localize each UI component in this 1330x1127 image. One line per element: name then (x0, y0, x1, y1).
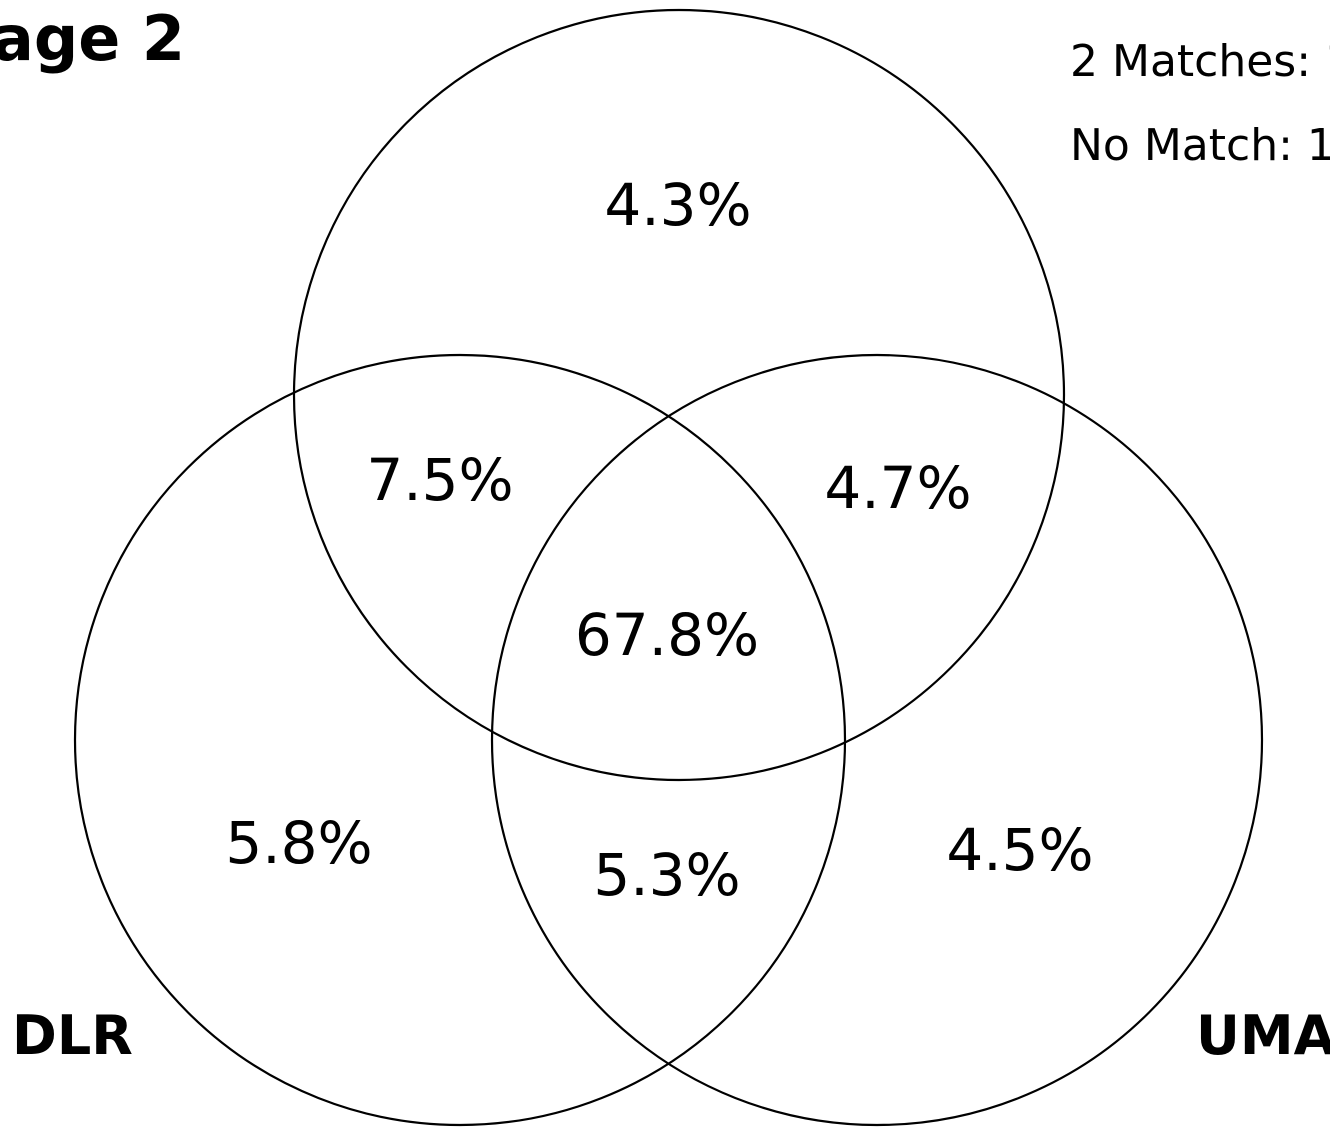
left-circle-dlr (73, 353, 847, 1127)
right-circle-uma (490, 353, 1264, 1127)
region-center: 67.8% (575, 601, 759, 669)
legend-no-match: No Match: 1 (1070, 120, 1330, 171)
legend-two-matches: 2 Matches: 1 (1070, 36, 1330, 87)
region-top-left: 7.5% (366, 446, 513, 514)
set-label-dlr: DLR (12, 1004, 133, 1067)
region-bottom-center: 5.3% (593, 841, 740, 909)
region-right-only: 4.5% (946, 816, 1093, 884)
region-top-right: 4.7% (824, 454, 971, 522)
set-label-uma: UMA (1196, 1004, 1330, 1067)
page-title: age 2 (0, 2, 185, 75)
region-left-only: 5.8% (225, 809, 372, 877)
region-top-only: 4.3% (604, 171, 751, 239)
top-circle (292, 8, 1066, 782)
